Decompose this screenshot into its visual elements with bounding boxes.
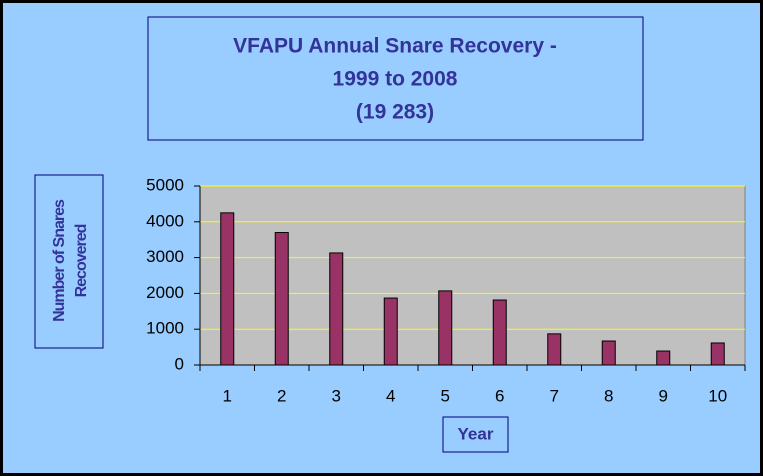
x-tick-label: 7: [550, 386, 559, 405]
y-tick-label: 4000: [146, 211, 184, 230]
bar: [329, 252, 344, 366]
y-tick-label: 5000: [146, 175, 184, 194]
y-axis-label: Recovered: [73, 224, 90, 297]
x-tick-label: 5: [441, 386, 450, 405]
title-box: [147, 16, 644, 141]
x-tick-label: 9: [659, 386, 668, 405]
y-tick-label: 3000: [146, 247, 184, 266]
x-tick-label: 1: [223, 386, 232, 405]
y-tick-label: 2000: [146, 283, 184, 302]
y-label-box: [34, 174, 104, 349]
chart-title: 1999 to 2008: [333, 68, 458, 91]
x-tick-label: 6: [495, 386, 504, 405]
y-tick-label: 0: [175, 354, 184, 373]
x-tick-label: 8: [604, 386, 613, 405]
bar: [710, 342, 725, 366]
x-label-box: [442, 416, 509, 453]
bar: [438, 290, 453, 366]
bar: [601, 340, 616, 366]
bar: [547, 333, 562, 366]
x-axis-label: Year: [458, 424, 494, 443]
bar: [492, 299, 507, 366]
y-axis-label: Number of Snares: [51, 199, 68, 322]
bar: [656, 350, 671, 366]
plot-area: [199, 185, 746, 366]
x-tick-label: 3: [332, 386, 341, 405]
chart-title: (19 283): [356, 101, 434, 124]
x-tick-label: 2: [277, 386, 286, 405]
bar: [383, 297, 398, 366]
x-tick-label: 10: [708, 386, 727, 405]
y-tick-label: 1000: [146, 319, 184, 338]
bar: [220, 212, 235, 366]
chart-title: VFAPU Annual Snare Recovery -: [233, 35, 557, 58]
bar: [274, 232, 289, 366]
x-tick-label: 4: [386, 386, 395, 405]
